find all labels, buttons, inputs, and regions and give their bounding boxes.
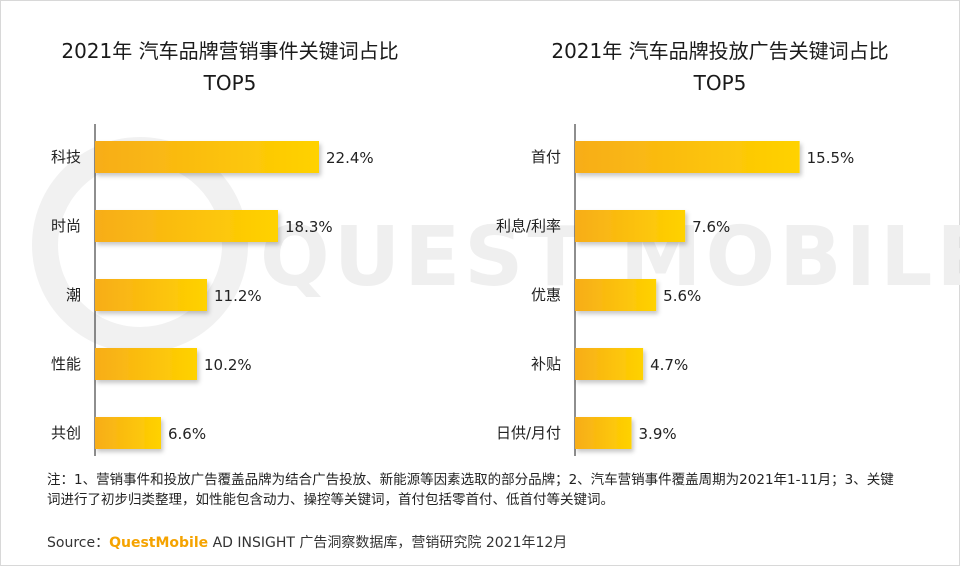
value-label: 11.2%: [214, 287, 262, 305]
category-label: 利息/利率: [496, 217, 561, 235]
source-prefix: Source：: [47, 535, 110, 551]
left-chart-subtitle: TOP5: [203, 71, 257, 95]
bar: [575, 417, 632, 449]
footnote: 注：1、营销事件和投放广告覆盖品牌为结合广告投放、新能源等因素选取的部分品牌；2…: [47, 472, 894, 508]
value-label: 22.4%: [326, 149, 374, 167]
category-label: 日供/月付: [496, 424, 561, 442]
right-bar-chart: 首付 15.5% 利息/利率 7.6% 优惠 5.6% 补贴 4.7% 日供/月付 3.9%: [496, 124, 855, 456]
right-chart-subtitle: TOP5: [693, 71, 747, 95]
category-label: 科技: [51, 148, 81, 166]
category-label: 首付: [531, 148, 561, 166]
value-label: 15.5%: [807, 149, 855, 167]
value-label: 10.2%: [204, 356, 252, 374]
value-label: 5.6%: [663, 287, 701, 305]
category-label: 补贴: [531, 355, 561, 373]
category-label: 潮: [66, 286, 81, 304]
value-label: 18.3%: [285, 218, 333, 236]
source-suffix: AD INSIGHT 广告洞察数据库，营销研究院 2021年12月: [208, 535, 568, 551]
bar: [95, 417, 161, 449]
bar: [575, 141, 800, 173]
left-chart-title-text: 2021年 汽车品牌营销事件关键词占比: [61, 39, 399, 63]
bar: [575, 210, 686, 242]
source-brand: QuestMobile: [109, 535, 209, 551]
bar: [95, 348, 197, 380]
value-label: 4.7%: [650, 356, 688, 374]
source-line: Source：QuestMobile AD INSIGHT 广告洞察数据库，营销…: [47, 533, 567, 553]
value-label: 6.6%: [168, 425, 206, 443]
category-label: 性能: [51, 355, 81, 373]
bar: [575, 348, 644, 380]
left-chart-title: 2021年 汽车品牌营销事件关键词占比 TOP5: [20, 35, 440, 99]
bar: [95, 279, 207, 311]
bar: [575, 279, 657, 311]
category-label: 时尚: [51, 217, 81, 235]
value-label: 7.6%: [692, 218, 730, 236]
right-chart-title: 2021年 汽车品牌投放广告关键词占比 TOP5: [500, 35, 940, 99]
right-chart-title-text: 2021年 汽车品牌投放广告关键词占比: [551, 39, 889, 63]
category-label: 共创: [51, 424, 81, 442]
left-bar-chart: 科技 22.4% 时尚 18.3% 潮 11.2% 性能 10.2% 共创 6.6%: [51, 124, 374, 456]
value-label: 3.9%: [639, 425, 677, 443]
category-label: 优惠: [531, 286, 561, 304]
bar: [95, 141, 319, 173]
bar: [95, 210, 278, 242]
